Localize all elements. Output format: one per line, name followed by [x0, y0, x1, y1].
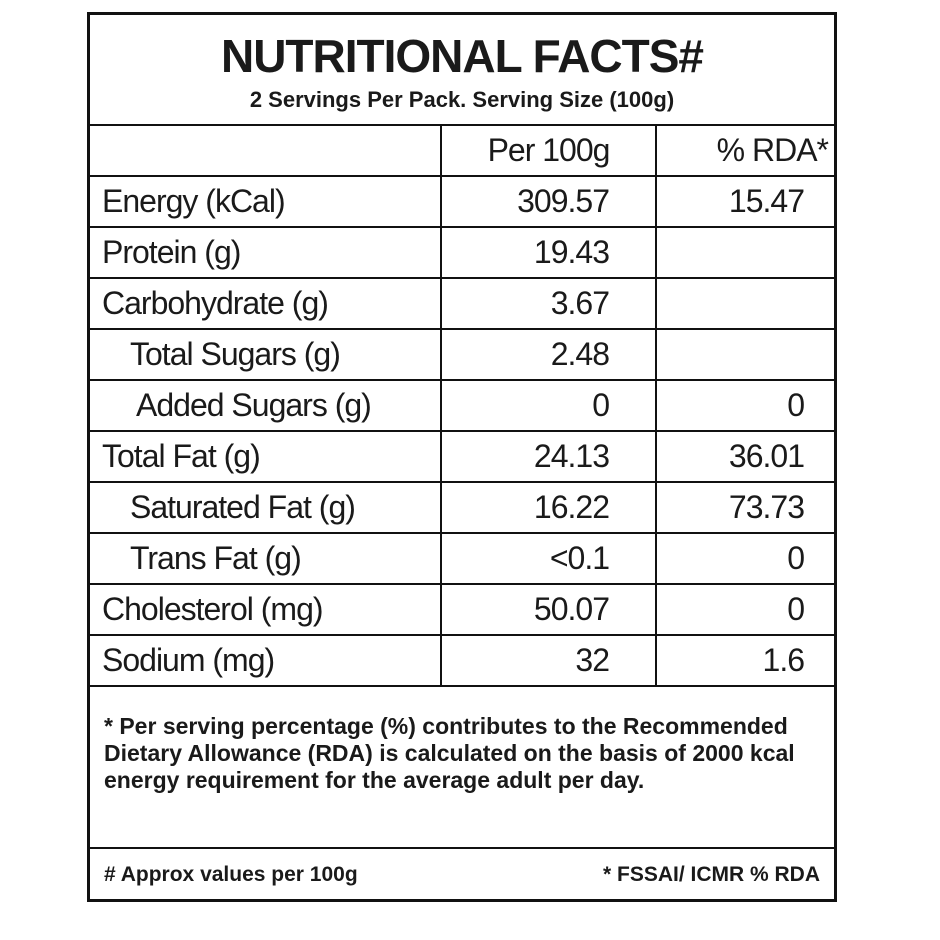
row: Sodium (mg) 32 1.6 — [90, 634, 834, 687]
row: Carbohydrate (g) 3.67 — [90, 277, 834, 330]
rda — [655, 226, 834, 279]
row: Protein (g) 19.43 — [90, 226, 834, 279]
row: Energy (kCal) 309.57 15.47 — [90, 175, 834, 228]
value: <0.1 — [440, 532, 657, 585]
nutrition-label: NUTRITIONAL FACTS# 2 Servings Per Pack. … — [87, 12, 837, 902]
row-label: Trans Fat (g) — [90, 532, 442, 585]
rda — [655, 277, 834, 330]
value: 2.48 — [440, 328, 657, 381]
row: Saturated Fat (g) 16.22 73.73 — [90, 481, 834, 534]
row-label: Cholesterol (mg) — [90, 583, 442, 636]
row-label: Total Sugars (g) — [90, 328, 442, 381]
row-label: Added Sugars (g) — [90, 379, 442, 432]
row-label: Total Fat (g) — [90, 430, 442, 483]
value: 50.07 — [440, 583, 657, 636]
column-header: % RDA* — [655, 124, 834, 177]
rda: 0 — [655, 379, 834, 432]
rda: 15.47 — [655, 175, 834, 228]
footer: # Approx values per 100g * FSSAI/ ICMR %… — [90, 847, 834, 901]
rda: 0 — [655, 583, 834, 636]
value: 32 — [440, 634, 657, 687]
value: 16.22 — [440, 481, 657, 534]
row-label: Energy (kCal) — [90, 175, 442, 228]
rda: 36.01 — [655, 430, 834, 483]
title: NUTRITIONAL FACTS# — [220, 30, 704, 82]
footnote: * Per serving percentage (%) contributes… — [104, 713, 795, 793]
row-label: Sodium (mg) — [90, 634, 442, 687]
column-header: Per 100g — [440, 124, 657, 177]
footer-right: * FSSAI/ ICMR % RDA — [602, 863, 820, 886]
rda: 73.73 — [655, 481, 834, 534]
row: Total Fat (g) 24.13 36.01 — [90, 430, 834, 483]
header-row: Per 100g% RDA* — [90, 124, 834, 177]
rda: 1.6 — [655, 634, 834, 687]
row-label: Saturated Fat (g) — [90, 481, 442, 534]
row-label: Carbohydrate (g) — [90, 277, 442, 330]
row: Cholesterol (mg) 50.07 0 — [90, 583, 834, 636]
value: 24.13 — [440, 430, 657, 483]
value: 3.67 — [440, 277, 657, 330]
value: 0 — [440, 379, 657, 432]
empty-cell — [90, 124, 442, 177]
value: 19.43 — [440, 226, 657, 279]
value: 309.57 — [440, 175, 657, 228]
footer-left: # Approx values per 100g — [104, 863, 358, 886]
rda — [655, 328, 834, 381]
row: Total Sugars (g) 2.48 — [90, 328, 834, 381]
row-label: Protein (g) — [90, 226, 442, 279]
nutrition-table: Per 100g% RDA* Energy (kCal) 309.57 15.47 … — [90, 124, 834, 687]
rda: 0 — [655, 532, 834, 585]
subtitle: 2 Servings Per Pack. Serving Size (100g) — [249, 87, 675, 112]
row: Trans Fat (g) <0.1 0 — [90, 532, 834, 585]
row: Added Sugars (g) 0 0 — [90, 379, 834, 432]
